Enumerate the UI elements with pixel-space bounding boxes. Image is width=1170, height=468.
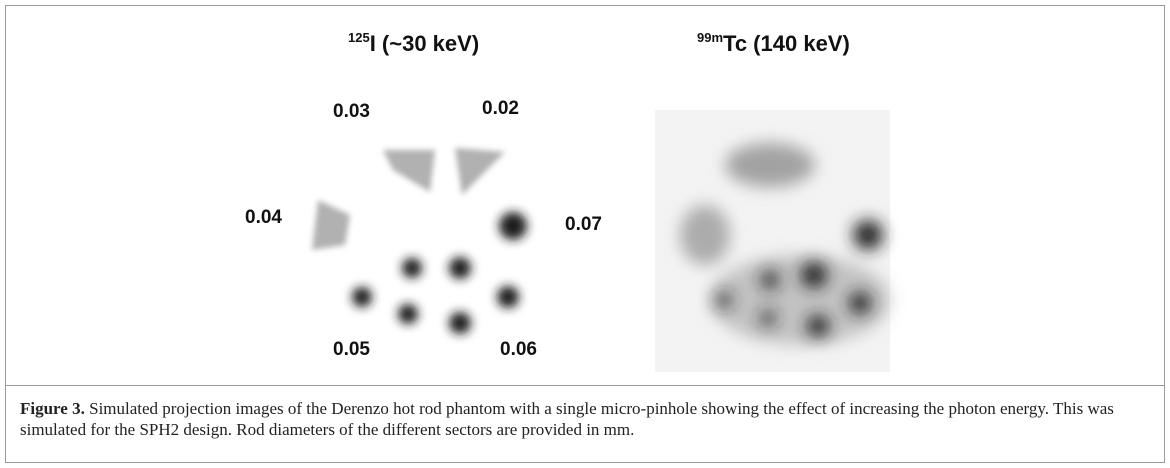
figure-images [312,110,890,372]
caption: Figure 3. Simulated projection images of… [20,398,1150,440]
caption-label: Figure 3. [20,399,85,418]
caption-separator [5,385,1165,386]
sector-label: 0.02 [482,98,519,119]
figure-frame [5,5,1165,463]
sector-label: 0.04 [245,207,282,228]
sector-label: 0.03 [333,101,370,122]
sector-label: 0.07 [565,214,602,235]
panel-title-text: Tc (140 keV) [723,31,850,56]
panel-title: 99mTc (140 keV) [697,30,850,57]
image-125i [312,148,527,334]
sector-label: 0.05 [333,339,370,360]
isotope-mass: 99m [697,30,724,45]
panel-title-text: I (~30 keV) [369,31,480,56]
isotope-mass: 125 [348,30,370,45]
image-99mtc [655,110,890,372]
panel-title: 125I (~30 keV) [348,30,479,57]
sector-label: 0.06 [500,339,537,360]
caption-text: Simulated projection images of the Deren… [20,399,1114,439]
